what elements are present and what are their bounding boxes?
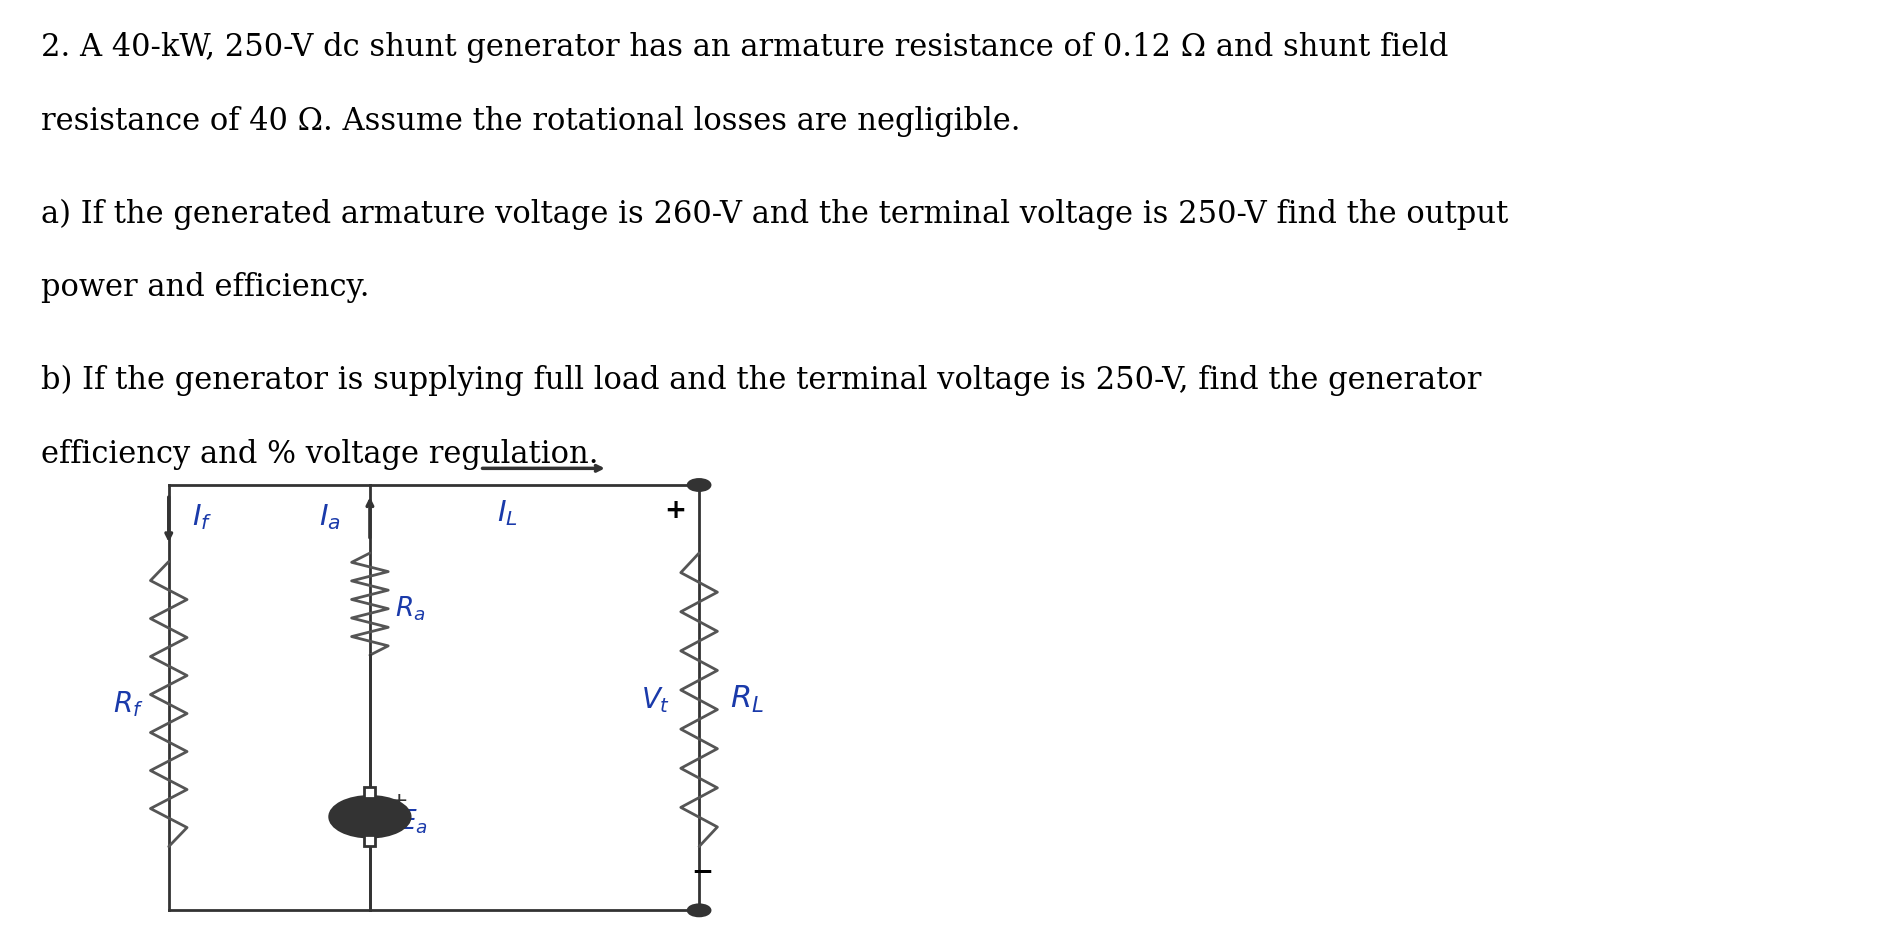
Text: $I_a$: $I_a$ bbox=[319, 503, 340, 532]
Text: power and efficiency.: power and efficiency. bbox=[41, 272, 370, 303]
Text: efficiency and % voltage regulation.: efficiency and % voltage regulation. bbox=[41, 439, 599, 469]
Text: b) If the generator is supplying full load and the terminal voltage is 250-V, fi: b) If the generator is supplying full lo… bbox=[41, 365, 1482, 396]
Text: +: + bbox=[665, 498, 685, 524]
Circle shape bbox=[687, 480, 710, 491]
Text: −: − bbox=[377, 820, 396, 840]
Text: $R_L$: $R_L$ bbox=[731, 684, 764, 716]
Text: 2. A 40-kW, 250-V dc shunt generator has an armature resistance of 0.12 Ω and sh: 2. A 40-kW, 250-V dc shunt generator has… bbox=[41, 32, 1448, 63]
Text: resistance of 40 Ω. Assume the rotational losses are negligible.: resistance of 40 Ω. Assume the rotationa… bbox=[41, 105, 1020, 137]
Text: $E_a$: $E_a$ bbox=[400, 807, 428, 836]
Text: +: + bbox=[391, 791, 409, 811]
FancyBboxPatch shape bbox=[364, 835, 376, 846]
Text: $I_L$: $I_L$ bbox=[496, 498, 518, 528]
Text: $I_f$: $I_f$ bbox=[192, 503, 212, 532]
Text: a) If the generated armature voltage is 260-V and the terminal voltage is 250-V : a) If the generated armature voltage is … bbox=[41, 199, 1508, 230]
Text: −: − bbox=[691, 860, 714, 886]
FancyBboxPatch shape bbox=[364, 787, 376, 799]
Text: $R_f$: $R_f$ bbox=[113, 689, 145, 719]
Circle shape bbox=[331, 797, 409, 837]
Circle shape bbox=[687, 905, 710, 916]
Text: $R_a$: $R_a$ bbox=[394, 594, 426, 623]
Text: $V_t$: $V_t$ bbox=[640, 685, 670, 715]
